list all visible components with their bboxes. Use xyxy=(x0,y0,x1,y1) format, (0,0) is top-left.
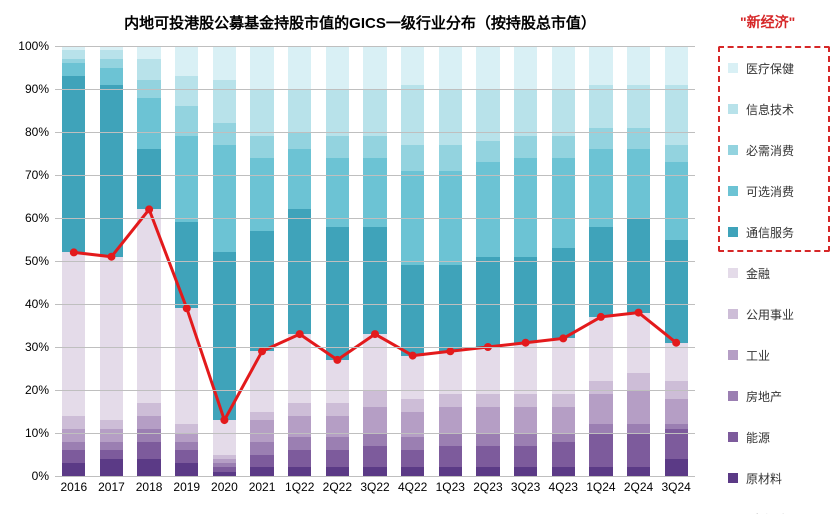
legend-label: 能源 xyxy=(746,429,770,446)
x-tick-label: 2020 xyxy=(211,480,238,494)
legend-item: 工业 xyxy=(728,343,828,367)
x-tick-label: 1Q23 xyxy=(436,480,465,494)
legend-label: 可选消费 xyxy=(746,183,794,200)
y-tick-label: 90% xyxy=(25,82,49,96)
chart-container: 内地可投港股公募基金持股市值的GICS一级行业分布（按持股总市值） "新经济" … xyxy=(0,0,835,514)
legend-label: 金融 xyxy=(746,265,770,282)
legend-item: 老经济 xyxy=(728,507,828,514)
old-economy-marker xyxy=(220,416,228,424)
y-tick-label: 70% xyxy=(25,168,49,182)
legend-label: 老经济 xyxy=(752,511,788,514)
old-economy-marker xyxy=(70,248,78,256)
x-tick-label: 3Q22 xyxy=(360,480,389,494)
y-tick-label: 20% xyxy=(25,383,49,397)
x-tick-label: 2Q23 xyxy=(473,480,502,494)
old-economy-marker xyxy=(258,347,266,355)
grid-line xyxy=(55,261,695,262)
old-economy-marker xyxy=(672,339,680,347)
y-tick-label: 40% xyxy=(25,297,49,311)
grid-line xyxy=(55,218,695,219)
old-economy-marker xyxy=(522,339,530,347)
legend-item: 医疗保健 xyxy=(728,56,828,80)
legend-swatch xyxy=(728,391,738,401)
legend-swatch xyxy=(728,63,738,73)
old-economy-marker xyxy=(296,330,304,338)
x-tick-label: 2Q22 xyxy=(323,480,352,494)
legend-swatch xyxy=(728,268,738,278)
legend-item: 房地产 xyxy=(728,384,828,408)
x-tick-label: 4Q22 xyxy=(398,480,427,494)
legend-item: 原材料 xyxy=(728,466,828,490)
x-tick-label: 2016 xyxy=(60,480,87,494)
x-tick-label: 3Q23 xyxy=(511,480,540,494)
y-tick-label: 80% xyxy=(25,125,49,139)
legend-label: 房地产 xyxy=(746,388,782,405)
grid-line xyxy=(55,89,695,90)
legend-item: 能源 xyxy=(728,425,828,449)
legend-swatch xyxy=(728,186,738,196)
y-tick-label: 10% xyxy=(25,426,49,440)
y-tick-label: 100% xyxy=(18,39,49,53)
old-economy-marker xyxy=(409,352,417,360)
x-tick-label: 2021 xyxy=(249,480,276,494)
old-economy-marker xyxy=(333,356,341,364)
grid-line xyxy=(55,433,695,434)
y-tick-label: 30% xyxy=(25,340,49,354)
old-economy-marker xyxy=(559,334,567,342)
legend-swatch xyxy=(728,309,738,319)
old-economy-line xyxy=(74,209,676,420)
y-tick-label: 50% xyxy=(25,254,49,268)
x-tick-label: 2018 xyxy=(136,480,163,494)
legend-item: 公用事业 xyxy=(728,302,828,326)
legend-item: 信息技术 xyxy=(728,97,828,121)
legend-label: 原材料 xyxy=(746,470,782,487)
old-economy-marker xyxy=(183,304,191,312)
chart-title: 内地可投港股公募基金持股市值的GICS一级行业分布（按持股总市值） xyxy=(0,12,720,33)
y-tick-label: 0% xyxy=(32,469,49,483)
legend-label: 医疗保健 xyxy=(746,60,794,77)
legend-swatch xyxy=(728,104,738,114)
legend-item: 金融 xyxy=(728,261,828,285)
legend-label: 通信服务 xyxy=(746,224,794,241)
legend-label: 公用事业 xyxy=(746,306,794,323)
new-economy-label: "新经济" xyxy=(740,12,795,32)
old-economy-marker xyxy=(635,309,643,317)
grid-line xyxy=(55,304,695,305)
x-tick-label: 4Q23 xyxy=(549,480,578,494)
legend-label: 必需消费 xyxy=(746,142,794,159)
x-tick-label: 1Q22 xyxy=(285,480,314,494)
grid-line xyxy=(55,390,695,391)
grid-line xyxy=(55,347,695,348)
grid-line xyxy=(55,132,695,133)
legend-swatch xyxy=(728,432,738,442)
old-economy-marker xyxy=(107,253,115,261)
y-tick-label: 60% xyxy=(25,211,49,225)
legend-swatch xyxy=(728,350,738,360)
old-economy-marker xyxy=(145,205,153,213)
legend: 医疗保健信息技术必需消费可选消费通信服务金融公用事业工业房地产能源原材料老经济 xyxy=(728,56,828,514)
old-economy-marker xyxy=(597,313,605,321)
legend-label: 信息技术 xyxy=(746,101,794,118)
old-economy-marker xyxy=(446,347,454,355)
x-tick-label: 2019 xyxy=(173,480,200,494)
x-tick-label: 2Q24 xyxy=(624,480,653,494)
x-tick-label: 1Q24 xyxy=(586,480,615,494)
legend-item: 通信服务 xyxy=(728,220,828,244)
grid-line xyxy=(55,46,695,47)
plot-area: 0%10%20%30%40%50%60%70%80%90%100%2016201… xyxy=(55,46,695,476)
grid-line xyxy=(55,175,695,176)
legend-swatch xyxy=(728,145,738,155)
legend-label: 工业 xyxy=(746,347,770,364)
grid-line xyxy=(55,476,695,477)
legend-swatch xyxy=(728,227,738,237)
legend-item: 可选消费 xyxy=(728,179,828,203)
legend-swatch xyxy=(728,473,738,483)
legend-item: 必需消费 xyxy=(728,138,828,162)
x-tick-label: 3Q24 xyxy=(661,480,690,494)
x-tick-label: 2017 xyxy=(98,480,125,494)
old-economy-marker xyxy=(371,330,379,338)
